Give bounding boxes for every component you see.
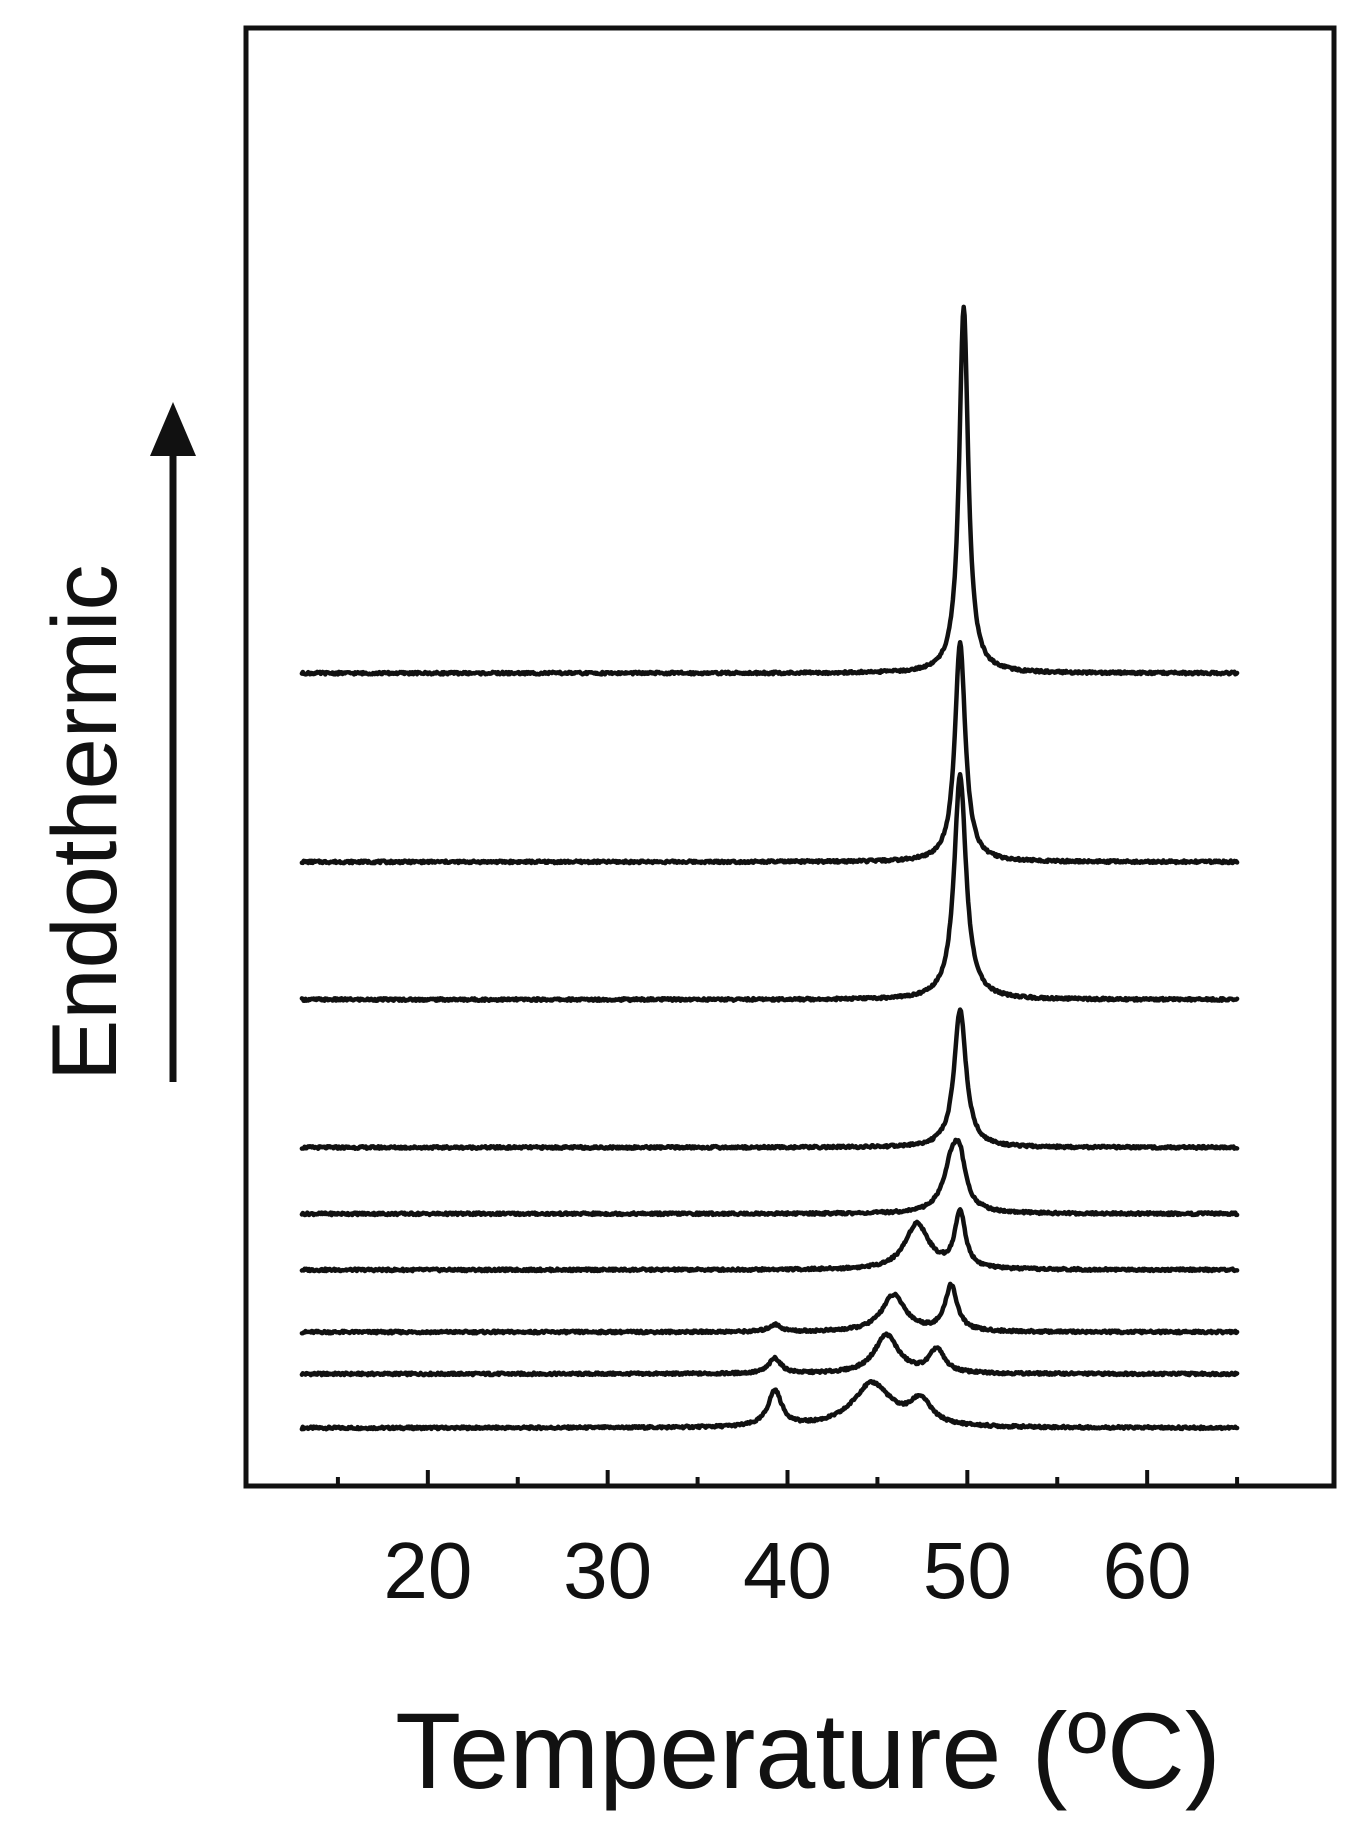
plot-frame <box>243 25 1337 1489</box>
traces-group <box>299 304 1240 1432</box>
y-axis-label: Endothermic <box>34 565 136 1081</box>
x-tick-label: 30 <box>563 1526 652 1615</box>
trace-line-1 <box>299 1378 1240 1432</box>
x-axis-label: Temperature (ºC) <box>395 1690 1221 1811</box>
trace-line-5 <box>299 1137 1240 1218</box>
trace-line-4 <box>299 1207 1240 1274</box>
trace-line-8 <box>299 639 1240 866</box>
x-axis-ticks: 20 30 40 50 60 <box>335 1470 1240 1615</box>
endothermic-arrow-icon <box>150 402 196 1082</box>
trace-line-2 <box>299 1331 1240 1378</box>
x-tick-label: 20 <box>383 1526 472 1615</box>
trace-line-7 <box>299 771 1240 1004</box>
trace-line-6 <box>299 1007 1240 1151</box>
x-tick-label: 50 <box>923 1526 1012 1615</box>
trace-line-9 <box>299 304 1240 677</box>
x-tick-label: 60 <box>1103 1526 1192 1615</box>
x-tick-label: 40 <box>743 1526 832 1615</box>
trace-line-3 <box>299 1281 1240 1336</box>
